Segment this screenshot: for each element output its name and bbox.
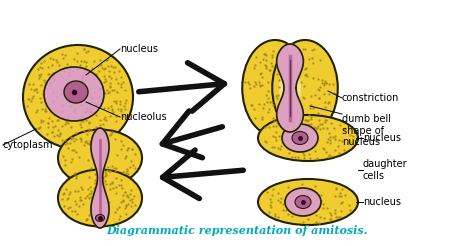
Ellipse shape xyxy=(282,124,318,152)
Text: nucleolus: nucleolus xyxy=(120,112,167,122)
Ellipse shape xyxy=(258,179,358,225)
Text: nucleus: nucleus xyxy=(120,44,158,54)
Text: daughter
cells: daughter cells xyxy=(363,159,408,181)
Ellipse shape xyxy=(95,215,104,221)
Ellipse shape xyxy=(258,115,358,161)
Text: Diagrammatic representation of amitosis.: Diagrammatic representation of amitosis. xyxy=(106,225,368,236)
Ellipse shape xyxy=(44,67,104,121)
Text: nucleus: nucleus xyxy=(363,133,401,143)
Ellipse shape xyxy=(279,65,301,110)
Ellipse shape xyxy=(292,132,308,144)
Ellipse shape xyxy=(58,129,142,186)
Text: cytoplasm: cytoplasm xyxy=(3,140,54,150)
Text: constriction: constriction xyxy=(342,93,400,103)
Text: nucleus: nucleus xyxy=(363,197,401,207)
Ellipse shape xyxy=(295,196,311,209)
Ellipse shape xyxy=(285,188,321,216)
Ellipse shape xyxy=(242,40,308,136)
Polygon shape xyxy=(277,44,303,132)
Polygon shape xyxy=(91,128,109,228)
Ellipse shape xyxy=(64,81,88,103)
Ellipse shape xyxy=(23,45,133,149)
Ellipse shape xyxy=(58,169,142,227)
Ellipse shape xyxy=(272,40,338,136)
Text: dumb bell
shape of
nucleus: dumb bell shape of nucleus xyxy=(342,114,391,147)
